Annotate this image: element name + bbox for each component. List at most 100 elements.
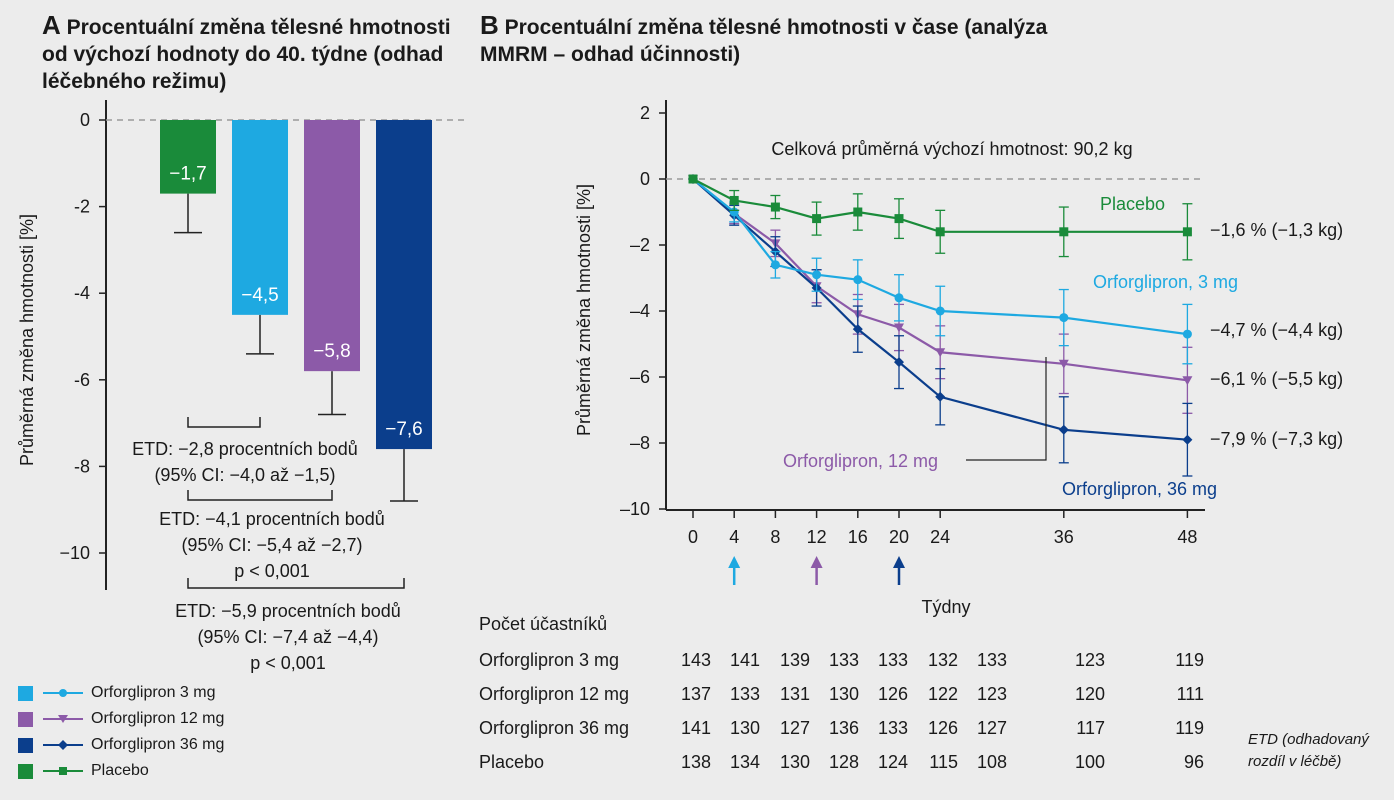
series-name-label: Orforglipron, 12 mg — [783, 451, 938, 471]
data-point — [853, 275, 863, 285]
data-point — [894, 214, 904, 224]
x-axis-label-b: Týdny — [921, 597, 970, 617]
legend: Orforglipron 3 mg Orforglipron 12 mg Orf… — [18, 680, 224, 784]
bar-value-label: −7,6 — [385, 419, 423, 440]
y-axis-label-b: Průměrná změna hmotnosti [%] — [574, 184, 594, 436]
participants-count: 119 — [1175, 718, 1204, 738]
participants-row-label: Placebo — [479, 752, 545, 772]
participants-row-label: Orforglipron 12 mg — [479, 684, 630, 704]
participants-count: 133 — [976, 650, 1007, 670]
series-name-label: Orforglipron, 3 mg — [1093, 272, 1238, 292]
participants-count: 123 — [976, 684, 1007, 704]
bar — [376, 120, 432, 450]
participants-count: 139 — [779, 650, 810, 670]
y-tick-label-a: −10 — [59, 543, 90, 563]
data-point — [1059, 227, 1069, 237]
y-tick-label-b: –6 — [630, 367, 650, 387]
participants-count: 96 — [1183, 752, 1204, 772]
y-tick-label-a: -4 — [74, 283, 90, 303]
panel-b-title: B Procentuální změna tělesné hmotnosti v… — [480, 12, 1060, 68]
y-tick-label-b: –4 — [630, 301, 650, 321]
series-end-label: −7,9 % (−7,3 kg) — [1210, 429, 1343, 449]
participants-count: 130 — [828, 684, 859, 704]
data-point — [1059, 313, 1069, 323]
participants-count: 133 — [729, 684, 760, 704]
etd-annotation: (95% CI: −4,0 až −1,5) — [154, 465, 335, 485]
x-tick-label-b: 36 — [1054, 527, 1074, 547]
x-tick-label-b: 24 — [930, 527, 950, 547]
etd-annotation: p < 0,001 — [234, 561, 310, 581]
participants-row-label: Orforglipron 36 mg — [479, 718, 630, 738]
x-tick-label-b: 12 — [807, 527, 827, 547]
legend-label-placebo: Placebo — [91, 762, 149, 779]
data-point — [852, 324, 863, 335]
x-tick-label-b: 4 — [729, 527, 739, 547]
legend-label-12mg: Orforglipron 12 mg — [91, 710, 225, 727]
panel-b-title-text: Procentuální změna tělesné hmotnosti v č… — [480, 16, 1048, 66]
data-point — [1182, 434, 1193, 445]
dose-arrow-head-icon — [893, 556, 905, 568]
bar — [304, 120, 360, 372]
etd-annotation: ETD: −5,9 procentních bodů — [175, 601, 401, 621]
legend-swatch-3mg — [18, 685, 33, 701]
legend-swatch-36mg — [18, 737, 33, 753]
participants-count: 115 — [929, 752, 958, 772]
data-point — [935, 348, 946, 358]
bar — [160, 120, 216, 194]
legend-label-3mg: Orforglipron 3 mg — [91, 684, 216, 701]
panel-b-letter: B — [480, 10, 499, 40]
etd-footnote: ETD (odhadovaný rozdíl v léčbě) — [1248, 729, 1369, 773]
participants-count: 131 — [779, 684, 810, 704]
data-point — [770, 202, 780, 212]
participants-row-label: Orforglipron 3 mg — [479, 650, 620, 670]
participants-count: 127 — [779, 718, 810, 738]
data-point — [935, 227, 945, 237]
participants-count: 127 — [976, 718, 1007, 738]
baseline-annotation: Celková průměrná výchozí hmotnost: 90,2 … — [771, 139, 1132, 159]
dose-arrow-head-icon — [728, 556, 741, 568]
participants-count: 141 — [680, 718, 711, 738]
x-tick-label-b: 16 — [848, 527, 868, 547]
etd-footnote-line: ETD (odhadovaný — [1248, 731, 1369, 748]
participants-count: 119 — [1175, 650, 1204, 670]
bracket-12mg — [187, 490, 333, 501]
data-point — [935, 391, 946, 402]
y-tick-label-a: 0 — [80, 110, 90, 130]
bar — [232, 120, 288, 315]
series-name-label: Orforglipron, 36 mg — [1062, 479, 1217, 499]
legend-item-placebo: Placebo — [18, 758, 224, 784]
bar-value-label: −5,8 — [313, 341, 351, 362]
participants-count: 133 — [828, 650, 859, 670]
y-tick-label-b: 0 — [640, 169, 650, 189]
y-tick-label-b: –10 — [620, 499, 650, 519]
participants-count: 130 — [729, 718, 760, 738]
data-point — [729, 195, 739, 205]
data-point — [688, 174, 698, 184]
series-end-label: −6,1 % (−5,5 kg) — [1210, 369, 1343, 389]
legend-item-36mg: Orforglipron 36 mg — [18, 732, 224, 758]
bar-value-label: −4,5 — [241, 285, 279, 306]
etd-annotation: p < 0,001 — [250, 653, 326, 673]
y-tick-label-b: –8 — [630, 433, 650, 453]
y-tick-label-b: –2 — [630, 235, 650, 255]
participants-count: 130 — [779, 752, 810, 772]
participants-count: 128 — [828, 752, 859, 772]
legend-swatch-placebo — [18, 763, 33, 779]
panel-a-letter: A — [42, 10, 61, 40]
legend-diamond-marker-icon — [43, 740, 83, 750]
data-point — [894, 323, 904, 333]
data-point — [894, 357, 904, 368]
participants-count: 111 — [1176, 684, 1204, 704]
participants-count: 136 — [828, 718, 859, 738]
participants-count: 126 — [927, 718, 958, 738]
participants-count: 132 — [927, 650, 958, 670]
participants-count: 137 — [680, 684, 711, 704]
participants-count: 133 — [877, 650, 908, 670]
etd-annotation: (95% CI: −7,4 až −4,4) — [197, 627, 378, 647]
legend-item-12mg: Orforglipron 12 mg — [18, 706, 224, 732]
etd-footnote-line: rozdíl v léčbě) — [1248, 753, 1342, 770]
data-point — [894, 293, 904, 303]
bracket-36mg — [187, 578, 405, 589]
x-tick-label-b: 0 — [688, 527, 698, 547]
etd-annotation: (95% CI: −5,4 až −2,7) — [181, 535, 362, 555]
